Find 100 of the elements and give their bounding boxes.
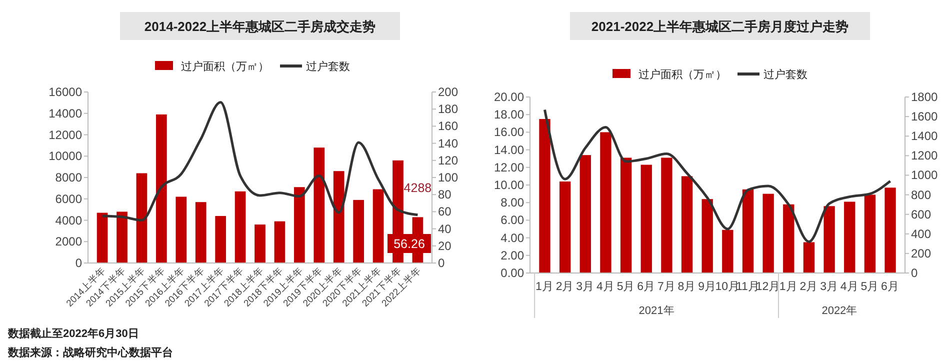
x-tick-label: 7月 xyxy=(657,280,676,293)
y-tick-label: 2000 xyxy=(55,234,82,249)
y-tick-label: 0 xyxy=(75,256,82,270)
bar xyxy=(116,212,128,263)
y2-tick-label: 80 xyxy=(438,188,452,202)
bar xyxy=(559,181,571,273)
y2-tick-label: 0 xyxy=(911,266,918,280)
y2-tick-label: 180 xyxy=(438,102,458,116)
y-tick-label: 14000 xyxy=(48,106,82,120)
bar xyxy=(884,188,896,273)
y-tick-label: 8000 xyxy=(55,170,82,184)
bar xyxy=(333,171,344,263)
bar xyxy=(824,206,835,273)
bar xyxy=(844,202,856,273)
y2-tick-label: 140 xyxy=(438,136,458,150)
line-series xyxy=(543,108,892,243)
bar xyxy=(762,194,774,273)
x-tick-label: 2月 xyxy=(800,280,818,293)
legend-label: 过户面积（万㎡） xyxy=(638,68,726,81)
bar xyxy=(274,221,286,263)
y-tick-label: 18.00 xyxy=(494,108,524,122)
x-tick-label: 2月 xyxy=(556,280,574,293)
y-tick-label: 12000 xyxy=(48,128,82,142)
bar xyxy=(864,194,876,273)
y2-tick-label: 600 xyxy=(911,207,932,222)
y-tick-label: 4.00 xyxy=(500,230,524,245)
text: 2022年 xyxy=(822,305,858,317)
data-label: 4288 xyxy=(404,181,432,196)
bar xyxy=(215,216,226,263)
bar xyxy=(353,200,364,263)
x-tick-label: 3月 xyxy=(820,280,838,293)
y2-tick-label: 1400 xyxy=(911,129,938,144)
y2-tick-label: 160 xyxy=(438,119,458,134)
x-tick-label: 12月 xyxy=(756,280,781,293)
y2-tick-label: 1200 xyxy=(911,148,938,163)
chart-title: 2014-2022上半年惠城区二手房成交走势 xyxy=(144,19,376,34)
x-tick-label: 4月 xyxy=(840,280,859,293)
bar xyxy=(294,187,305,263)
x-tick-label: 8月 xyxy=(678,280,696,293)
y2-tick-label: 1000 xyxy=(911,168,938,182)
text: 2021年 xyxy=(638,305,674,317)
bar xyxy=(620,158,632,273)
y-tick-label: 0.00 xyxy=(500,266,524,280)
bar xyxy=(176,196,187,263)
chart-title: 2021-2022上半年惠城区二手房月度过户走势 xyxy=(591,19,849,34)
y2-tick-label: 200 xyxy=(438,85,458,99)
y2-tick-label: 40 xyxy=(438,222,452,236)
x-tick-label: 5月 xyxy=(616,280,636,293)
legend-label: 过户套数 xyxy=(306,60,350,73)
bar xyxy=(640,164,652,273)
y2-tick-label: 200 xyxy=(911,246,932,260)
source-note: 数据来源：战略研究中心数据平台 xyxy=(7,346,173,359)
y-tick-label: 16.00 xyxy=(494,125,524,140)
bar xyxy=(722,230,734,273)
y-tick-label: 4000 xyxy=(55,213,82,228)
y2-tick-label: 800 xyxy=(911,188,932,202)
bar xyxy=(372,189,384,263)
x-tick-label: 1月 xyxy=(779,280,798,293)
bar xyxy=(539,119,550,273)
bar xyxy=(661,158,672,273)
bar xyxy=(156,114,167,263)
bar xyxy=(702,199,713,273)
x-tick-label: 6月 xyxy=(637,280,656,293)
y-tick-label: 12.00 xyxy=(494,160,524,174)
y-tick-label: 14.00 xyxy=(494,142,524,157)
y2-tick-label: 60 xyxy=(438,204,452,219)
bar xyxy=(195,202,206,263)
y2-tick-label: 100 xyxy=(438,170,458,184)
y2-tick-label: 120 xyxy=(438,153,458,168)
y2-tick-label: 1600 xyxy=(911,110,938,124)
y-tick-label: 8.00 xyxy=(500,196,524,210)
bar xyxy=(580,155,591,273)
y2-tick-label: 400 xyxy=(911,226,932,241)
legend-label: 过户面积（万㎡） xyxy=(181,60,269,73)
bar xyxy=(234,191,246,263)
y-tick-label: 10.00 xyxy=(494,178,524,192)
y2-tick-label: 1800 xyxy=(911,90,938,104)
bar xyxy=(803,242,815,273)
bar xyxy=(600,132,612,273)
x-tick-label: 5月 xyxy=(860,280,880,293)
y-tick-label: 6.00 xyxy=(500,213,524,228)
bar xyxy=(742,189,754,273)
x-tick-label: 1月 xyxy=(536,280,554,293)
x-tick-label: 3月 xyxy=(576,280,595,293)
y2-tick-label: 20 xyxy=(438,238,452,253)
bar xyxy=(681,176,693,273)
x-tick-label: 6月 xyxy=(881,280,900,293)
bar xyxy=(96,212,108,263)
y-tick-label: 16000 xyxy=(48,85,82,99)
x-tick-label: 4月 xyxy=(596,280,615,293)
text: 数据截止至2022年6月30日 xyxy=(7,327,139,340)
bar xyxy=(783,204,794,273)
y-tick-label: 10000 xyxy=(48,149,82,164)
y-tick-label: 2.00 xyxy=(500,248,524,262)
data-label: 56.26 xyxy=(394,237,425,251)
bar xyxy=(254,224,266,263)
y-tick-label: 6000 xyxy=(55,192,82,206)
bar xyxy=(314,148,325,263)
x-tick-label: 9月 xyxy=(698,280,717,293)
legend-label: 过户套数 xyxy=(764,68,808,81)
